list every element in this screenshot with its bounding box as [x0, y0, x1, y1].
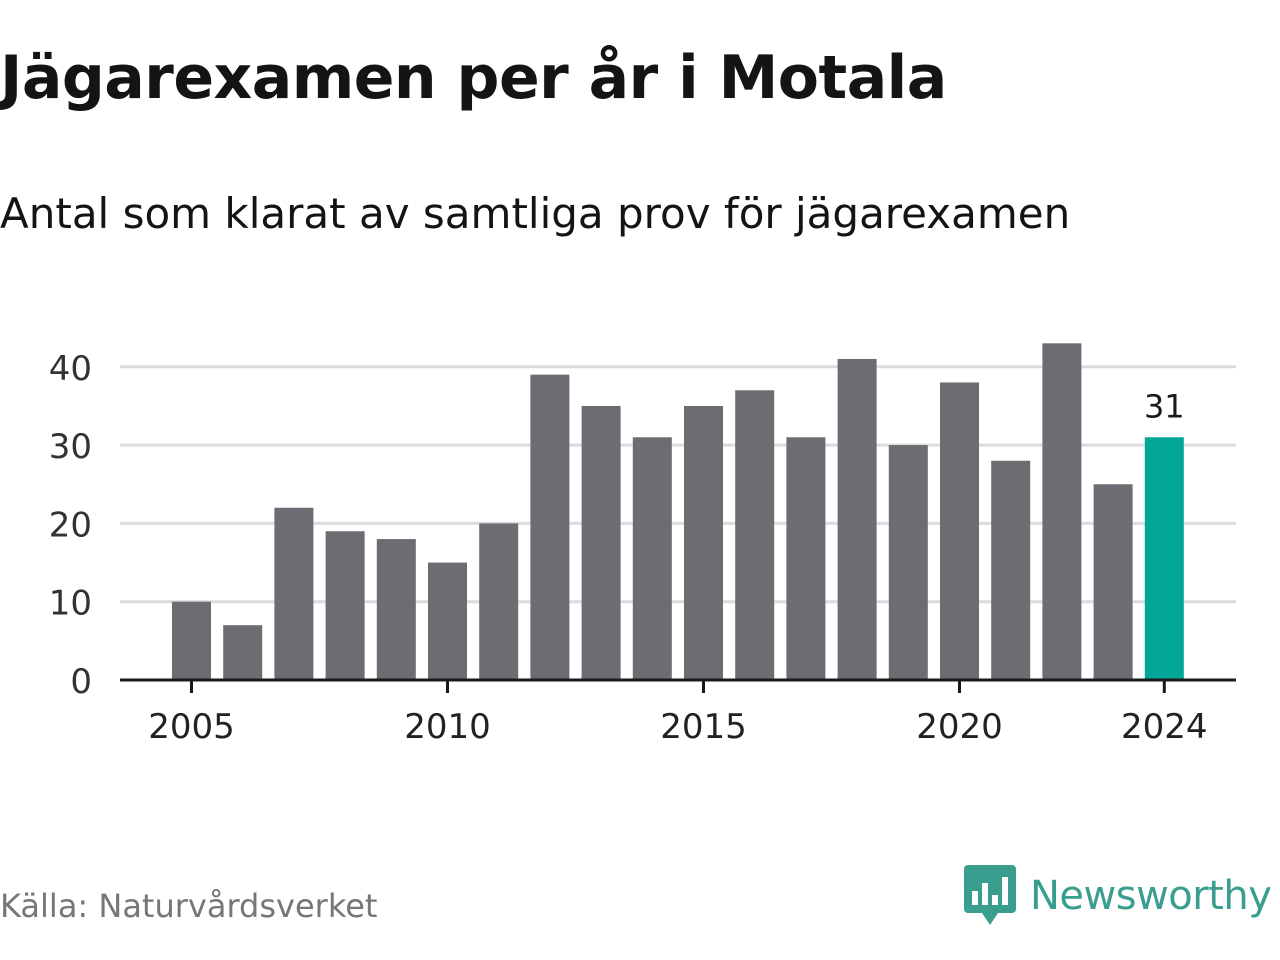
bar-2017 [786, 437, 826, 680]
bar-2006 [223, 625, 263, 680]
brand-name: Newsworthy [1030, 873, 1272, 919]
bar-2011 [479, 523, 519, 680]
bar-2008 [325, 531, 365, 680]
bar-2007 [274, 507, 314, 680]
y-tick-label-0: 0 [70, 662, 92, 702]
bar-2013 [581, 405, 621, 680]
bar-2010 [428, 562, 467, 680]
x-tick-label-2020: 2020 [916, 707, 1003, 747]
bar-2023 [1093, 484, 1133, 680]
bar-2016 [735, 390, 775, 680]
bar-2024 [1144, 437, 1184, 680]
bar-2015 [684, 405, 723, 680]
x-tick-label-2024: 2024 [1121, 707, 1208, 747]
newsworthy-brand: Newsworthy [964, 864, 1272, 928]
bar-2005 [172, 601, 211, 680]
bar-2009 [376, 539, 416, 680]
source-note: Källa: Naturvårdsverket [0, 887, 378, 925]
x-tick-label-2010: 2010 [404, 707, 491, 747]
chart-title: Jägarexamen per år i Motala [0, 43, 947, 113]
chart-subtitle: Antal som klarat av samtliga prov för jä… [0, 189, 1071, 238]
y-tick-label-10: 10 [49, 584, 92, 624]
bar-2022 [1042, 343, 1082, 680]
data-label-2024: 31 [1144, 387, 1185, 425]
x-tick-label-2005: 2005 [148, 707, 235, 747]
bar-2019 [888, 445, 928, 680]
bar-2014 [632, 437, 672, 680]
bar-2020 [940, 382, 979, 680]
bar-chart: 0 10 20 30 40 31 2005 2010 2015 2020 2024 [49, 343, 1236, 747]
bar-2018 [837, 358, 877, 680]
bar-2012 [530, 374, 570, 680]
y-tick-label-40: 40 [49, 349, 92, 389]
x-tick-label-2015: 2015 [660, 707, 747, 747]
y-tick-label-30: 30 [49, 427, 92, 467]
bar-2021 [991, 460, 1031, 680]
newsworthy-logo-icon [964, 865, 1016, 925]
y-tick-label-20: 20 [49, 505, 92, 545]
